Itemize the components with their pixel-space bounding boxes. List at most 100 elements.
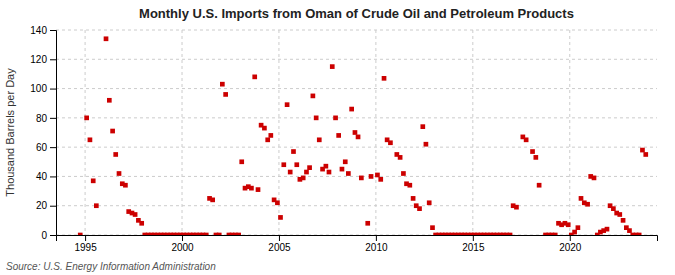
tick-mark bbox=[50, 176, 56, 177]
y-axis: 0 20 40 60 80 100 120 140 bbox=[30, 25, 56, 241]
point bbox=[275, 200, 280, 205]
tick: 1995 bbox=[74, 235, 97, 253]
point bbox=[294, 162, 299, 167]
point bbox=[301, 176, 306, 181]
point bbox=[343, 159, 348, 164]
tick-mark bbox=[85, 235, 86, 241]
tick: 100 bbox=[30, 83, 56, 94]
point bbox=[256, 187, 261, 192]
point bbox=[304, 170, 309, 175]
point bbox=[117, 171, 122, 176]
point bbox=[407, 183, 412, 188]
point bbox=[401, 171, 406, 176]
point bbox=[340, 167, 345, 172]
point bbox=[113, 152, 118, 157]
point bbox=[104, 36, 109, 41]
point bbox=[84, 116, 89, 121]
point bbox=[356, 135, 361, 140]
point bbox=[375, 173, 380, 178]
point bbox=[220, 82, 225, 87]
point bbox=[417, 206, 422, 211]
point bbox=[223, 92, 228, 97]
tick-mark bbox=[376, 235, 377, 241]
point bbox=[268, 133, 273, 138]
tick-mark bbox=[50, 118, 56, 119]
plot-area: 1995 2000 2005 2010 2015 2020 0 20 40 60 80 100 120 1… bbox=[30, 25, 657, 253]
point bbox=[585, 202, 590, 207]
tick: 2005 bbox=[268, 235, 291, 253]
point bbox=[533, 155, 538, 160]
point bbox=[566, 222, 571, 227]
point bbox=[288, 170, 293, 175]
point bbox=[611, 206, 616, 211]
grid-line-y bbox=[56, 147, 657, 148]
tick: 120 bbox=[30, 54, 56, 65]
point bbox=[430, 225, 435, 230]
point bbox=[388, 140, 393, 145]
tick-label: 40 bbox=[36, 171, 48, 182]
point bbox=[107, 98, 112, 103]
point bbox=[217, 233, 222, 235]
tick: 2015 bbox=[462, 235, 485, 253]
point bbox=[627, 228, 632, 233]
point bbox=[91, 178, 96, 183]
tick-mark bbox=[279, 235, 280, 241]
point bbox=[278, 215, 283, 220]
grid-line-x bbox=[472, 30, 473, 235]
point bbox=[110, 129, 115, 134]
point bbox=[78, 233, 83, 235]
grid-line-x bbox=[182, 30, 183, 235]
point bbox=[378, 177, 383, 182]
tick: 2000 bbox=[171, 235, 194, 253]
point bbox=[307, 165, 312, 170]
point bbox=[420, 124, 425, 129]
tick-mark bbox=[182, 235, 183, 241]
tick: 40 bbox=[36, 171, 56, 182]
point bbox=[605, 227, 610, 232]
point bbox=[579, 196, 584, 201]
point bbox=[643, 152, 648, 157]
point bbox=[530, 149, 535, 154]
grid-line-y bbox=[56, 30, 657, 31]
tick: 140 bbox=[30, 25, 56, 36]
point bbox=[427, 200, 432, 205]
tick-mark bbox=[473, 235, 474, 241]
tick: 2010 bbox=[365, 235, 388, 253]
grid-line-y bbox=[56, 176, 657, 177]
point bbox=[311, 94, 316, 99]
x-axis: 1995 2000 2005 2010 2015 2020 bbox=[57, 235, 658, 253]
tick: 0 bbox=[41, 230, 56, 241]
tick-label: 2015 bbox=[462, 242, 485, 253]
point bbox=[537, 183, 542, 188]
point bbox=[592, 176, 597, 181]
source-note: Source: U.S. Energy Information Administ… bbox=[6, 261, 216, 272]
chart-container: 1995 2000 2005 2010 2015 2020 0 20 40 60 80 100 120 1… bbox=[0, 0, 675, 275]
grid-line-y bbox=[56, 88, 657, 89]
point bbox=[252, 75, 257, 80]
tick-mark bbox=[570, 235, 571, 241]
point bbox=[553, 233, 558, 235]
tick-mark bbox=[50, 235, 56, 236]
tick-label: 1995 bbox=[74, 242, 97, 253]
point bbox=[424, 142, 429, 147]
grid bbox=[56, 30, 657, 235]
point bbox=[94, 203, 99, 208]
tick-label: 120 bbox=[30, 54, 47, 65]
tick-label: 20 bbox=[36, 200, 48, 211]
point bbox=[524, 137, 529, 142]
tick-label: 2005 bbox=[268, 242, 291, 253]
tick-mark bbox=[50, 89, 56, 90]
point bbox=[572, 230, 577, 235]
point bbox=[239, 159, 244, 164]
tick: 2020 bbox=[559, 235, 582, 253]
chart-svg: 1995 2000 2005 2010 2015 2020 0 20 40 60 80 100 120 1… bbox=[0, 0, 675, 275]
point bbox=[324, 164, 329, 169]
point bbox=[640, 148, 645, 153]
point bbox=[576, 225, 581, 230]
tick: 60 bbox=[36, 142, 56, 153]
tick-label: 2010 bbox=[365, 242, 388, 253]
tick: 80 bbox=[36, 113, 56, 124]
points bbox=[78, 36, 648, 235]
point bbox=[88, 137, 93, 142]
point bbox=[265, 137, 270, 142]
